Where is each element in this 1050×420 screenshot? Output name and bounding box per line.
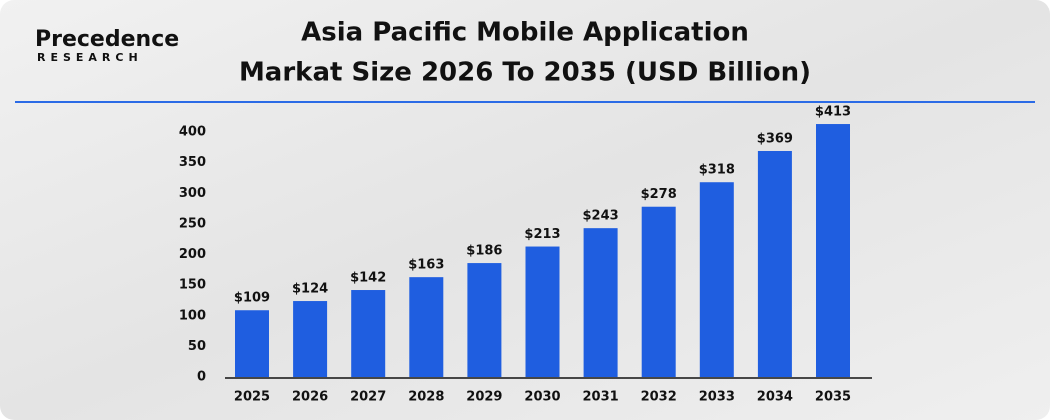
bar xyxy=(235,310,269,377)
y-tick-label: 400 xyxy=(179,125,206,140)
value-label: $243 xyxy=(583,209,619,224)
y-tick-label: 350 xyxy=(179,155,206,170)
y-tick-label: 150 xyxy=(179,278,206,293)
y-tick-label: 50 xyxy=(188,339,206,354)
bar xyxy=(816,124,850,377)
x-tick-label: 2027 xyxy=(350,390,386,405)
x-tick-label: 2029 xyxy=(466,390,502,405)
x-tick-label: 2031 xyxy=(583,390,619,405)
logo-sub: RESEARCH xyxy=(37,51,143,64)
x-tick-label: 2025 xyxy=(234,390,270,405)
bar xyxy=(699,182,734,377)
y-tick-label: 100 xyxy=(179,308,206,323)
bar xyxy=(641,206,676,377)
bar xyxy=(467,263,502,377)
y-tick-label: 300 xyxy=(179,186,206,201)
chart-title: Asia Pacific Mobile Application xyxy=(301,18,749,48)
bar xyxy=(293,301,328,377)
logo-name: Precedence xyxy=(35,27,179,52)
value-label: $124 xyxy=(292,282,328,297)
value-label: $186 xyxy=(466,244,502,259)
x-tick-label: 2030 xyxy=(524,390,560,405)
x-tick-label: 2032 xyxy=(641,390,677,405)
x-tick-label: 2035 xyxy=(815,390,851,405)
value-label: $213 xyxy=(524,227,560,242)
bar xyxy=(409,277,444,377)
bar xyxy=(351,290,386,377)
value-label: $278 xyxy=(641,187,677,202)
chart-title: Markat Size 2026 To 2035 (USD Billion) xyxy=(239,58,811,88)
y-tick-label: 250 xyxy=(179,216,206,231)
bar xyxy=(525,246,560,377)
value-label: $163 xyxy=(408,258,444,273)
value-label: $413 xyxy=(815,105,851,120)
x-tick-label: 2033 xyxy=(699,390,735,405)
value-label: $369 xyxy=(757,131,793,146)
x-tick-label: 2034 xyxy=(757,390,793,405)
x-tick-label: 2028 xyxy=(408,390,444,405)
bar xyxy=(757,150,792,377)
value-label: $142 xyxy=(350,271,386,286)
value-label: $318 xyxy=(699,163,735,178)
value-label: $109 xyxy=(234,291,270,306)
bar xyxy=(583,228,618,377)
y-tick-label: 200 xyxy=(179,247,206,262)
x-tick-label: 2026 xyxy=(292,390,328,405)
y-tick-label: 0 xyxy=(197,370,206,385)
